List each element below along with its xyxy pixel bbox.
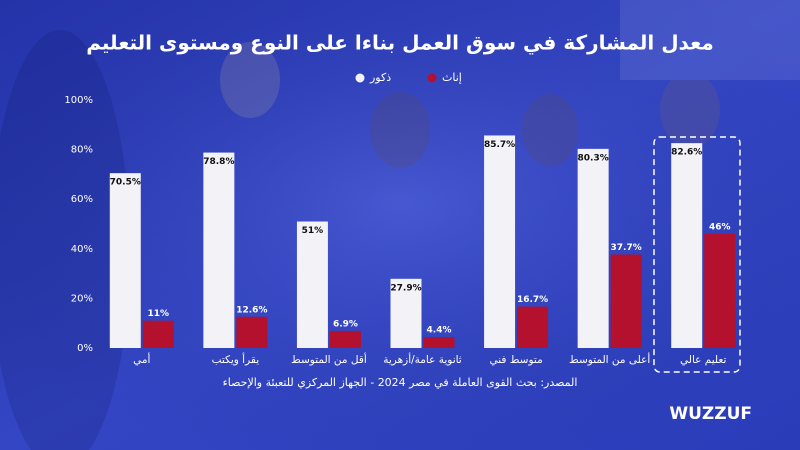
bar [610,254,642,348]
legend-label: ذكور [369,71,391,84]
brand-logo: WUZZUF [669,404,752,424]
bar [704,233,736,348]
x-tick-label: ثانوية عامة/أزهرية [383,352,462,366]
value-label: 27.9% [390,283,421,293]
value-label: 51% [302,226,324,236]
value-label: 82.6% [671,148,702,158]
y-tick-label: 40% [71,244,93,255]
value-label: 12.6% [236,305,267,315]
value-label: 6.9% [333,319,358,329]
bar [329,330,361,348]
y-tick-label: 60% [71,194,93,205]
bar [296,221,328,348]
bar [203,152,235,348]
bar [236,316,268,348]
value-label: 37.7% [611,243,642,253]
y-tick-label: 20% [71,293,93,304]
bar [671,143,703,348]
y-tick-label: 100% [64,95,93,106]
bar [517,306,549,348]
value-label: 78.8% [203,157,234,167]
x-tick-label: يقرأ ويكتب [212,352,260,366]
bar [423,337,455,348]
x-tick-label: أمي [133,352,150,366]
y-tick-label: 0% [77,343,93,354]
value-label: 80.3% [578,153,609,163]
legend-marker [427,73,437,83]
bar [484,135,516,348]
y-tick-label: 80% [71,145,93,156]
value-label: 4.4% [427,326,452,336]
value-label: 11% [148,309,170,319]
x-tick-label: أعلى من المتوسط [569,352,650,366]
bar [109,173,141,348]
source-note: المصدر: بحث القوى العاملة في مصر 2024 - … [223,376,578,389]
bar [142,320,174,348]
value-label: 70.5% [110,178,141,188]
bar [577,148,609,348]
value-label: 46% [709,222,731,232]
bar [390,278,422,348]
x-tick-label: متوسط فني [489,354,542,366]
value-label: 16.7% [517,295,548,305]
chart-title: معدل المشاركة في سوق العمل بناءا على الن… [86,31,714,56]
x-tick-label: تعليم عالي [680,354,726,366]
value-label: 85.7% [484,140,515,150]
legend-marker [355,73,365,83]
legend-label: إناث [442,71,462,84]
highlight-box [653,136,741,373]
x-tick-label: أقل من المتوسط [291,352,367,366]
